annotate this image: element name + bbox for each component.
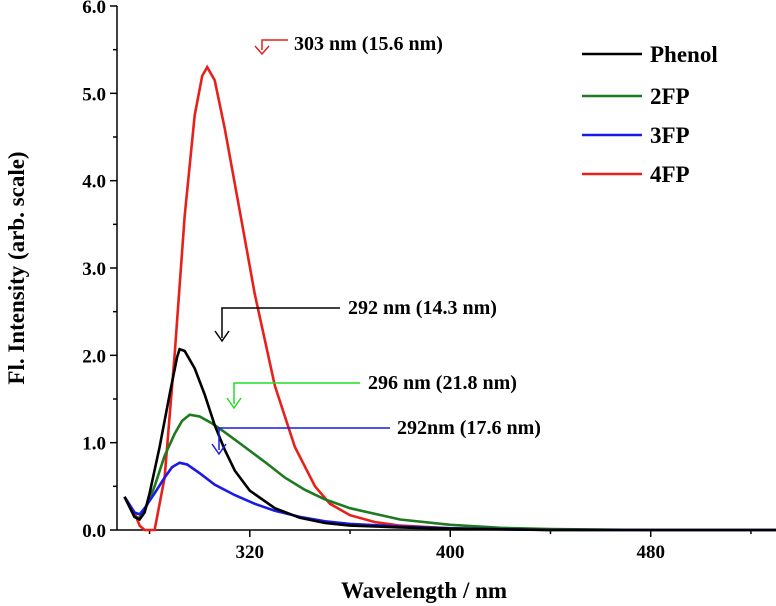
legend-label-2fp: 2FP (650, 84, 690, 109)
legend-label-3fp: 3FP (650, 123, 690, 148)
annotation-arrowhead-phenol (214, 330, 230, 343)
annotation-arrow-2fp (233, 382, 360, 404)
y-axis-title: Fl. Intensity (arb. scale) (4, 151, 29, 384)
annotation-label-4fp: 303 nm (15.6 nm) (294, 33, 443, 55)
legend-item-phenol: Phenol (582, 42, 718, 67)
annotation-3fp: 292nm (17.6 nm) (211, 417, 541, 456)
x-tick-label: 320 (236, 542, 265, 563)
annotation-arrow-4fp (261, 39, 288, 50)
annotation-2fp: 296 nm (21.8 nm) (226, 372, 517, 410)
x-tick-labels: 320 400 480 (236, 542, 665, 563)
annotation-arrowhead-3fp (211, 443, 227, 456)
y-tick-label: 4.0 (82, 172, 106, 193)
annotation-label-3fp: 292nm (17.6 nm) (397, 417, 541, 439)
x-tick-label: 400 (436, 542, 465, 563)
annotation-4fp: 303 nm (15.6 nm) (254, 33, 443, 56)
legend: Phenol 2FP 3FP 4FP (582, 42, 718, 187)
annotation-label-2fp: 296 nm (21.8 nm) (368, 372, 517, 394)
y-tick-label: 3.0 (82, 259, 106, 280)
x-tick-label: 480 (636, 542, 665, 563)
legend-item-2fp: 2FP (582, 84, 690, 109)
annotation-label-phenol: 292 nm (14.3 nm) (348, 297, 497, 319)
annotation-arrow-phenol (221, 307, 340, 338)
x-axis-title: Wavelength / nm (341, 578, 507, 603)
series-line-phenol (123, 347, 776, 532)
legend-item-4fp: 4FP (582, 162, 690, 187)
series-line-2fp (123, 413, 776, 532)
series-lines (123, 64, 776, 532)
y-tick-labels: 0.0 1.0 2.0 3.0 4.0 5.0 6.0 (82, 0, 106, 542)
y-tick-label: 6.0 (82, 0, 106, 18)
axis-ticks (110, 5, 752, 537)
y-tick-label: 1.0 (82, 434, 106, 455)
legend-label-phenol: Phenol (650, 42, 718, 67)
annotation-phenol: 292 nm (14.3 nm) (214, 297, 497, 343)
annotation-arrow-3fp (218, 427, 390, 450)
legend-label-4fp: 4FP (650, 162, 690, 187)
legend-item-3fp: 3FP (582, 123, 690, 148)
y-tick-label: 5.0 (82, 84, 106, 105)
annotation-arrowhead-2fp (226, 397, 242, 410)
series-line-3fp (123, 461, 776, 532)
y-tick-label: 0.0 (82, 521, 106, 542)
y-tick-label: 2.0 (82, 346, 106, 367)
annotation-arrowhead-4fp (254, 45, 270, 56)
